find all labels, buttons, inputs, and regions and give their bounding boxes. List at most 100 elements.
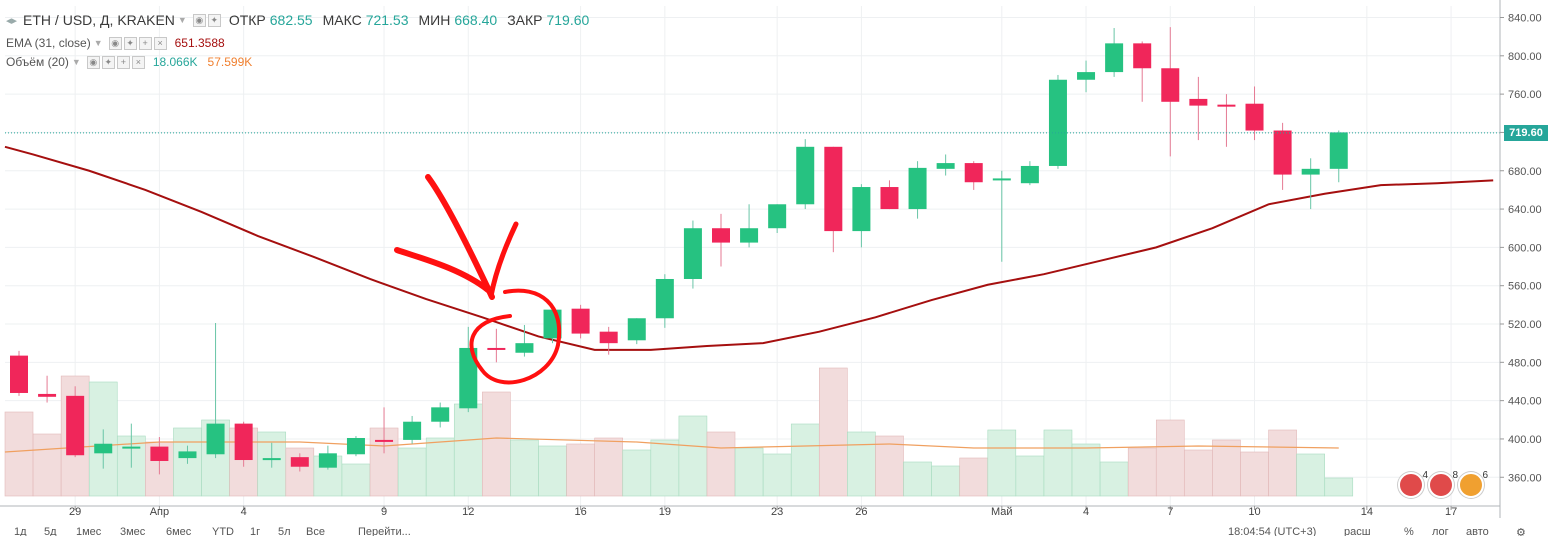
volume-bar <box>875 435 904 497</box>
candle <box>1301 158 1320 210</box>
add-icon[interactable]: + <box>116 55 130 69</box>
candle <box>768 204 787 234</box>
candle-body <box>599 331 618 344</box>
time-tick-label: 12 <box>462 506 474 518</box>
hand-drawn-annotation <box>394 174 562 385</box>
candle <box>1161 27 1180 157</box>
open-label: ОТКР <box>228 12 266 28</box>
candle-body <box>10 355 28 393</box>
volume-bar <box>1184 449 1213 497</box>
candle <box>290 453 309 472</box>
range-all-button[interactable]: Все <box>306 526 325 536</box>
eye-icon[interactable]: ◉ <box>86 55 100 69</box>
chevron-down-icon[interactable]: ▼ <box>93 38 103 48</box>
volume-bar <box>622 449 652 497</box>
range-6m-button[interactable]: 6мес <box>166 526 192 536</box>
price-tick-label: 640.00 <box>1508 204 1542 216</box>
candle <box>38 375 57 403</box>
candle <box>1133 41 1152 102</box>
candle-body <box>1329 132 1348 169</box>
range-1d-button[interactable]: 1д <box>14 526 27 536</box>
chevron-down-icon[interactable]: ▼ <box>177 15 187 25</box>
goto-button[interactable]: Перейти... <box>358 526 411 536</box>
symbol-title[interactable]: ETH / USD, Д, KRAKEN <box>23 12 175 28</box>
price-tick-label: 680.00 <box>1508 166 1542 178</box>
candle-body <box>683 228 702 279</box>
eye-icon[interactable]: ◉ <box>192 13 206 27</box>
candle <box>1048 74 1067 169</box>
candle-body <box>515 343 534 353</box>
volume-bar <box>566 443 595 497</box>
price-tick-label: 560.00 <box>1508 281 1542 293</box>
event-flag-icon[interactable]: 6 <box>1458 470 1488 498</box>
candle-body <box>880 187 899 210</box>
candlesticks <box>10 27 1348 475</box>
gear-icon[interactable]: ✦ <box>101 55 115 69</box>
chevron-down-icon[interactable]: ▼ <box>71 57 81 67</box>
candle <box>1217 94 1236 147</box>
range-1y-button[interactable]: 1г <box>250 526 261 536</box>
scale-log-button[interactable]: лог <box>1432 526 1449 536</box>
gear-icon[interactable]: ⚙ <box>1516 527 1526 536</box>
collapse-arrows-icon[interactable]: ◂▸ <box>6 14 18 27</box>
range-3m-button[interactable]: 3мес <box>120 526 146 536</box>
close-icon[interactable]: × <box>153 36 167 50</box>
event-count: 6 <box>1482 470 1488 481</box>
candle-body <box>627 318 646 341</box>
price-tick-label: 400.00 <box>1508 434 1542 446</box>
range-5d-button[interactable]: 5д <box>44 526 57 536</box>
volume-bar <box>1268 429 1297 497</box>
eye-icon[interactable]: ◉ <box>108 36 122 50</box>
time-axis[interactable]: 29 Апр 4 9 12 16 19 23 26 Май 4 7 10 14 17 <box>0 505 1500 518</box>
candle-body <box>122 446 141 449</box>
event-flag-icon[interactable]: 4 <box>1398 470 1428 498</box>
volume-bar <box>706 431 736 497</box>
candle-body <box>234 423 253 461</box>
candle-body <box>1273 130 1292 175</box>
candle-body <box>1105 43 1124 73</box>
price-axis[interactable]: 360.00 400.00 440.00 480.00 520.00 560.00 600.… <box>1499 0 1542 518</box>
volume-bar <box>32 433 62 497</box>
volume-actions: ◉ ✦ + × <box>86 55 145 69</box>
candle <box>178 445 197 464</box>
candle <box>1020 161 1039 186</box>
event-flag-icon[interactable]: 8 <box>1428 470 1458 498</box>
candle <box>936 154 955 176</box>
candle-body <box>712 228 730 243</box>
scale-percent-button[interactable]: % <box>1404 526 1414 536</box>
add-icon[interactable]: + <box>138 36 152 50</box>
volume-title[interactable]: Объём (20) <box>6 55 69 69</box>
volume-bar <box>790 423 820 497</box>
candle <box>824 146 843 253</box>
time-tick-label: 10 <box>1248 506 1260 518</box>
scale-auto-button[interactable]: авто <box>1466 526 1489 536</box>
candle <box>66 386 85 458</box>
candle-body <box>262 458 281 461</box>
range-1m-button[interactable]: 1мес <box>76 526 102 536</box>
candle-body <box>178 451 197 459</box>
candle <box>599 326 618 355</box>
scale-ext-button[interactable]: расш <box>1344 526 1371 536</box>
volume-bar <box>369 427 399 497</box>
candle <box>571 304 590 339</box>
ema-title[interactable]: EMA (31, close) <box>6 36 91 50</box>
candle-body <box>768 204 787 229</box>
candle <box>1077 60 1096 93</box>
range-ytd-button[interactable]: YTD <box>212 526 234 536</box>
volume-bar <box>1043 429 1073 497</box>
range-5y-button[interactable]: 5л <box>278 526 291 536</box>
candle <box>1245 86 1264 141</box>
candle-body <box>38 393 57 397</box>
gear-icon[interactable]: ✦ <box>123 36 137 50</box>
candle <box>318 445 337 470</box>
candle <box>206 323 225 459</box>
gear-icon[interactable]: ✦ <box>207 13 221 27</box>
volume-bar <box>1296 453 1325 497</box>
candle <box>403 415 422 444</box>
low-label: МИН <box>418 12 451 28</box>
time-tick-label: 19 <box>659 506 671 518</box>
close-icon[interactable]: × <box>131 55 145 69</box>
annotation-arrow-right <box>488 221 519 299</box>
candle-body <box>94 443 113 454</box>
